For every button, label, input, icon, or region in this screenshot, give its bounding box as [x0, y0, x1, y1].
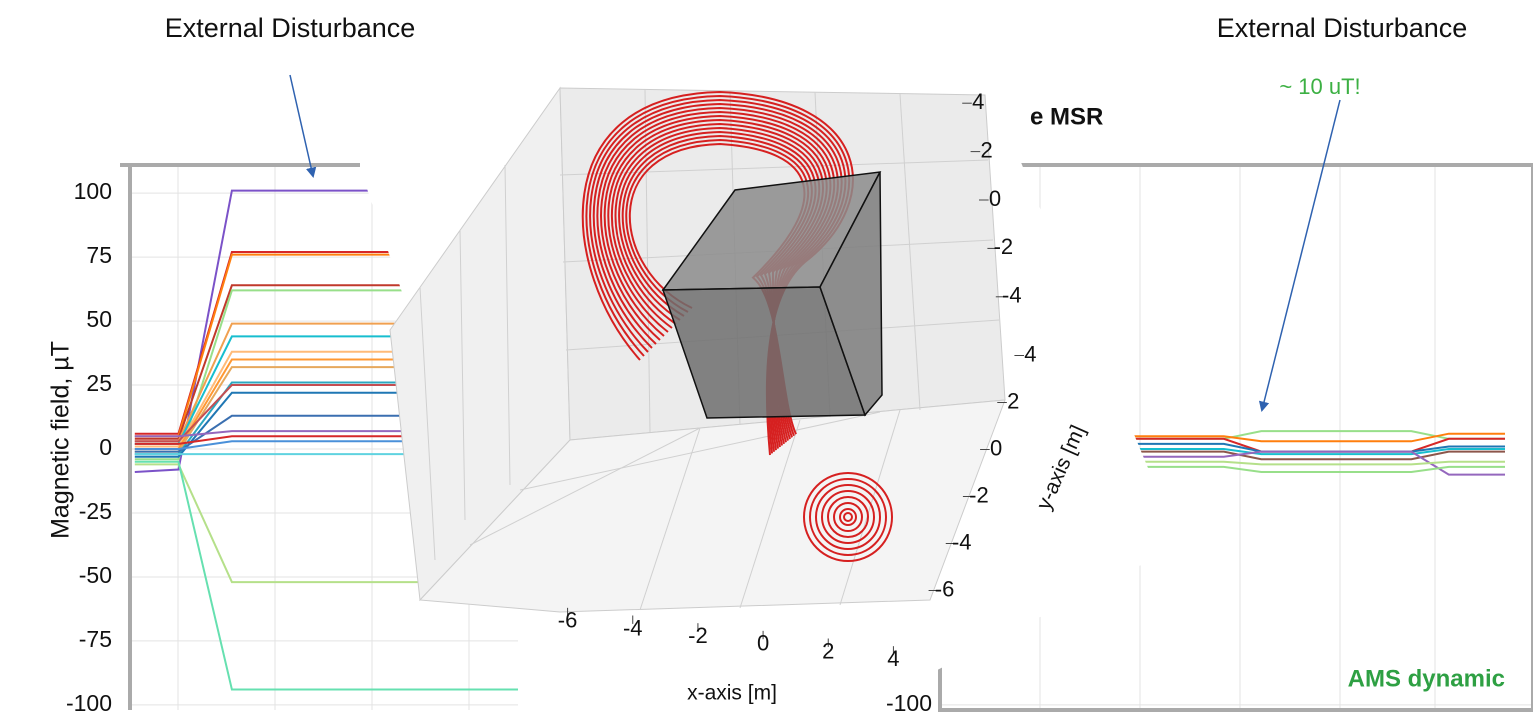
z-tick-label: 2 — [980, 137, 992, 162]
series-line — [1130, 444, 1505, 452]
y-tick-label: 50 — [86, 306, 112, 332]
z-tick-label: 4 — [972, 89, 984, 114]
axis-frame — [120, 165, 360, 710]
y-tick-label: -4 — [952, 529, 972, 554]
series-line — [1130, 434, 1505, 442]
page: 100 75 50 25 0 -25 -50 -75 -100 Magnetic field, µ… — [0, 0, 1533, 715]
annotation: AMS dynamic — [1348, 665, 1505, 692]
y-tick-label: 0 — [990, 435, 1002, 460]
y-tick-label: 2 — [1007, 388, 1019, 413]
y-tick-label: 100 — [74, 178, 112, 204]
y-tick-label: -6 — [935, 576, 955, 601]
x-tick-label: -6 — [558, 608, 578, 633]
y-tick-label: -25 — [79, 498, 112, 524]
annotation: External Disturbance — [1217, 13, 1468, 43]
y-tick-label: -50 — [79, 562, 112, 588]
annotation: External Disturbance — [165, 13, 416, 43]
series-line — [1130, 462, 1505, 465]
y-axis-label: Magnetic field, µT — [47, 341, 75, 539]
series-line — [1130, 431, 1505, 439]
y-tick-label: -2 — [969, 482, 989, 507]
x-tick-label: -2 — [688, 623, 708, 648]
z-tick-label: -2 — [994, 234, 1014, 259]
z-tick-label: 0 — [989, 186, 1001, 211]
y-tick-label: 25 — [86, 370, 112, 396]
y-tick-label: 0 — [99, 434, 112, 460]
y-tick-label: -100 — [886, 690, 932, 715]
arrow — [290, 75, 313, 176]
x-axis-label: x-axis [m] — [687, 682, 777, 705]
series-line — [1130, 467, 1505, 472]
x-tick-label: 4 — [887, 646, 899, 671]
y-tick-label: 75 — [86, 242, 112, 268]
arrow — [1262, 100, 1340, 410]
x-tick-label: -4 — [623, 615, 643, 640]
y-tick-label: -75 — [79, 626, 112, 652]
y-tick-label: 4 — [1024, 341, 1036, 366]
annotation: ~ 10 uT! — [1279, 74, 1360, 99]
x-tick-label: 2 — [822, 638, 834, 663]
series-line — [1130, 452, 1505, 460]
chart-title: e MSR — [1030, 103, 1103, 130]
z-tick-label: -4 — [1002, 283, 1022, 308]
y-tick-label: -100 — [66, 690, 112, 715]
x-tick-label: 0 — [757, 631, 769, 656]
